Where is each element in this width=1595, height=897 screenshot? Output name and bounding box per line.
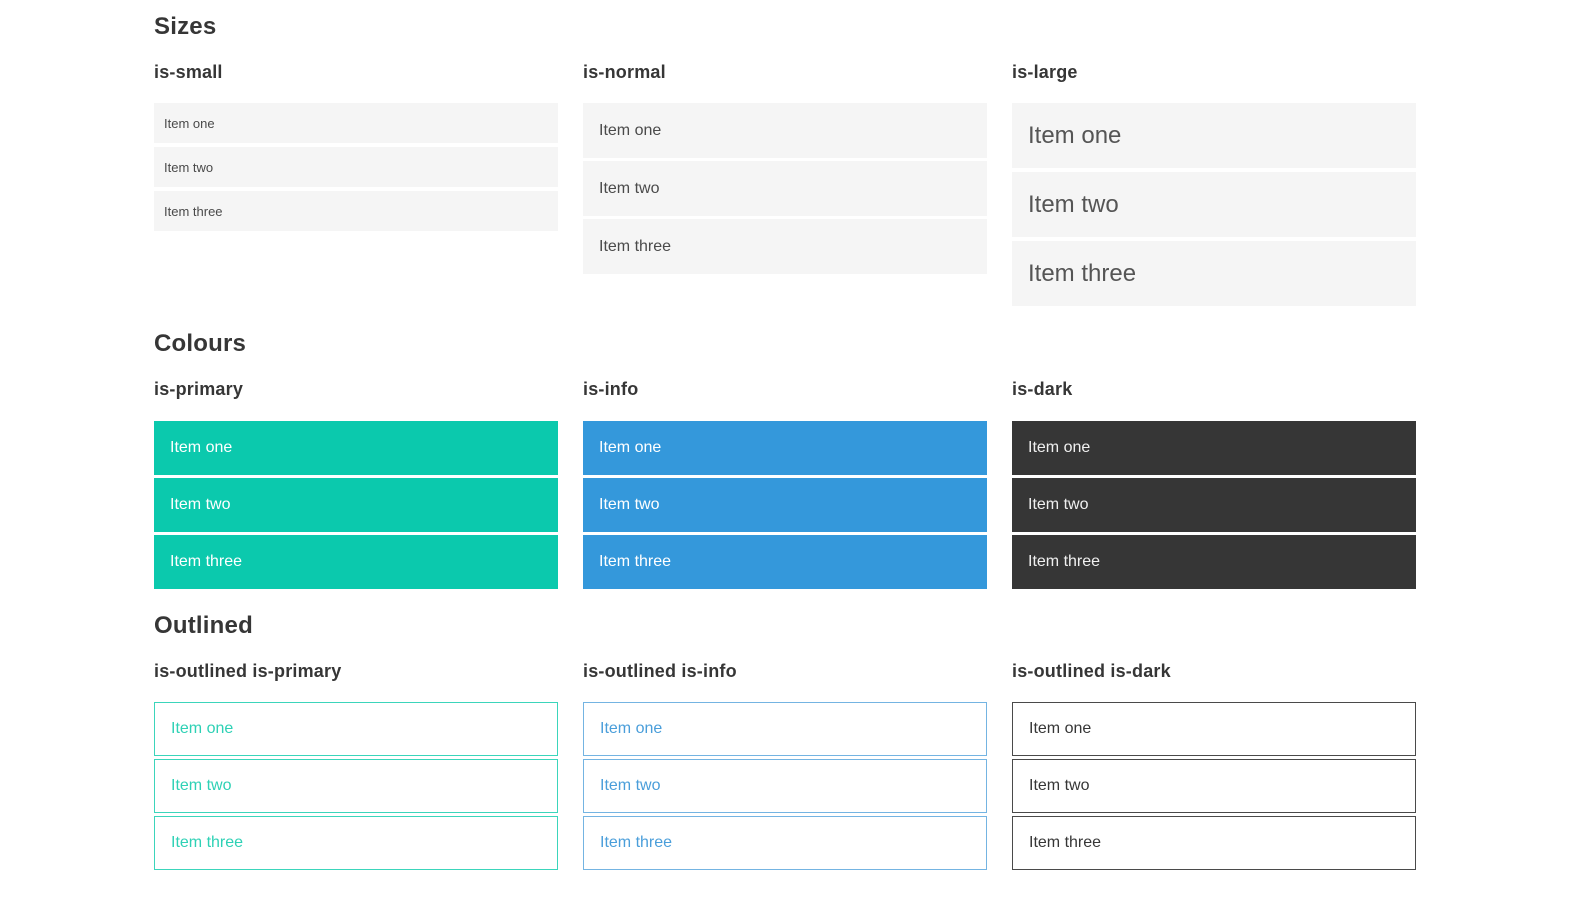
list-item[interactable]: Item one [1012,103,1416,169]
list-item[interactable]: Item two [1012,477,1416,532]
section-sizes: Sizes is-small Item one Item two Item th… [154,13,1416,310]
section-title-outlined: Outlined [154,611,253,639]
list-item[interactable]: Item one [154,103,558,144]
group-label-is-outlined-is-info: is-outlined is-info [583,660,737,681]
list-item[interactable]: Item one [583,702,987,757]
list-item[interactable]: Item three [583,816,987,871]
list-item[interactable]: Item one [583,103,987,159]
style-guide-page: Sizes is-small Item one Item two Item th… [154,13,1416,873]
section-title-sizes: Sizes [154,13,217,40]
list-item[interactable]: Item two [1012,172,1416,238]
list-item[interactable]: Item two [154,477,558,532]
group-is-small: is-small Item one Item two Item three [154,42,558,311]
group-is-dark: is-dark Item one Item two Item three [1012,359,1416,592]
list-item[interactable]: Item three [1012,816,1416,871]
list-item[interactable]: Item one [1012,702,1416,757]
sizes-columns: is-small Item one Item two Item three is… [154,42,1416,311]
group-label-is-small: is-small [154,61,223,82]
section-title-colours: Colours [154,330,247,358]
group-label-is-outlined-is-dark: is-outlined is-dark [1012,660,1171,681]
list-item[interactable]: Item two [154,147,558,188]
list-item[interactable]: Item three [1012,241,1416,307]
group-is-primary: is-primary Item one Item two Item three [154,359,558,592]
group-label-is-dark: is-dark [1012,379,1073,400]
list-item[interactable]: Item one [154,420,558,475]
list-item[interactable]: Item one [583,420,987,475]
group-label-is-normal: is-normal [583,61,666,82]
group-is-info: is-info Item one Item two Item three [583,359,987,592]
list-item[interactable]: Item three [154,816,558,871]
colours-columns: is-primary Item one Item two Item three … [154,359,1416,592]
group-is-large: is-large Item one Item two Item three [1012,42,1416,311]
list-item[interactable]: Item three [154,534,558,589]
list-item[interactable]: Item three [583,219,987,275]
list-item[interactable]: Item one [154,702,558,757]
list-item[interactable]: Item two [583,161,987,217]
list-item[interactable]: Item two [154,759,558,814]
outlined-columns: is-outlined is-primary Item one Item two… [154,641,1416,874]
list-item[interactable]: Item two [1012,759,1416,814]
list-item[interactable]: Item three [583,534,987,589]
group-is-normal: is-normal Item one Item two Item three [583,42,987,311]
group-is-outlined-is-primary: is-outlined is-primary Item one Item two… [154,641,558,874]
list-item[interactable]: Item three [154,191,558,232]
group-is-outlined-is-dark: is-outlined is-dark Item one Item two It… [1012,641,1416,874]
list-item[interactable]: Item three [1012,534,1416,589]
group-label-is-primary: is-primary [154,379,244,400]
list-item[interactable]: Item one [1012,420,1416,475]
group-label-is-outlined-is-primary: is-outlined is-primary [154,660,342,681]
group-label-is-info: is-info [583,379,639,400]
list-item[interactable]: Item two [583,477,987,532]
section-outlined: Outlined is-outlined is-primary Item one… [154,612,1416,873]
list-item[interactable]: Item two [583,759,987,814]
section-colours: Colours is-primary Item one Item two Ite… [154,330,1416,591]
group-label-is-large: is-large [1012,61,1078,82]
group-is-outlined-is-info: is-outlined is-info Item one Item two It… [583,641,987,874]
